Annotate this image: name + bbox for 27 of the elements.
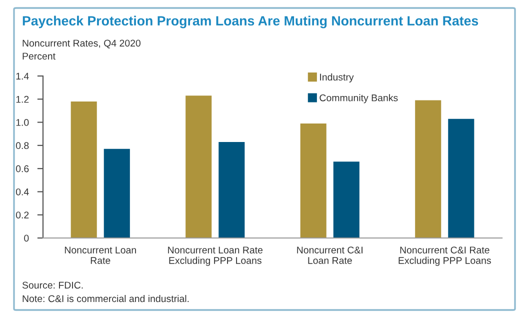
y-tick-label: 0.8: [16, 142, 29, 150]
bar: [104, 148, 130, 238]
bar: [333, 162, 360, 238]
chart-title: Paycheck Protection Program Loans Are Muting Noncurrent Loan Rates: [22, 16, 478, 28]
bar: [415, 100, 442, 238]
bar: [448, 118, 474, 238]
legend-label: Community Banks: [320, 94, 398, 104]
bar: [186, 96, 212, 238]
y-axis-title: Percent: [22, 52, 56, 60]
bar: [70, 101, 97, 238]
y-tick-label: 1.0: [16, 119, 29, 126]
y-tick-label: 0: [24, 234, 29, 242]
legend-label: Industry: [320, 73, 354, 82]
x-tick-label: Noncurrent C&I Loan Rate: [297, 246, 362, 264]
y-tick-label: 0.4: [16, 188, 29, 196]
x-tick-label: Noncurrent Loan Rate Excluding PPP Loans: [168, 246, 263, 266]
y-tick-label: 1.4: [16, 72, 29, 80]
y-tick-label: 0.6: [16, 165, 29, 172]
text: Note: C&I is commercial and industrial.: [22, 294, 189, 302]
chart-subtitle: Noncurrent Rates, Q4 2020: [22, 40, 141, 48]
x-tick-label: Noncurrent C&I Rate Excluding PPP Loans: [398, 246, 491, 266]
x-tick-label: Noncurrent Loan Rate: [64, 246, 136, 264]
source-note: Source: FDIC.: [22, 282, 83, 289]
y-tick-label: 1.2: [16, 96, 29, 103]
bar: [218, 142, 245, 238]
bar: [300, 123, 326, 238]
y-tick-label: 0.2: [16, 212, 29, 218]
